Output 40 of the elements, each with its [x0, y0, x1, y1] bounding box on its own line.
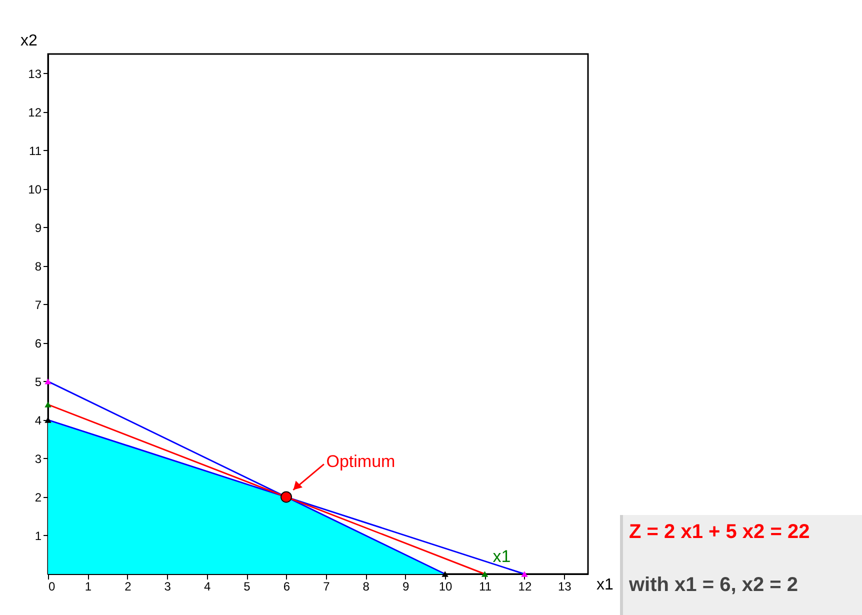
point	[44, 402, 52, 408]
x-tick-label: 5	[244, 580, 251, 594]
x-axis-title: x1	[596, 576, 614, 594]
point	[481, 571, 488, 577]
y-axis-title: x2	[20, 32, 38, 50]
y-tick-label: 8	[34, 259, 42, 274]
x-tick-label: 2	[124, 580, 132, 594]
x-tick-label: 6	[283, 580, 290, 594]
x-tick-label: 12	[518, 580, 532, 594]
text: with x1 = 6, x2 = 2	[629, 574, 799, 597]
x-tick-label: 0	[48, 580, 56, 594]
x-tick-label: 8	[362, 580, 370, 594]
y-tick-label: 1	[34, 528, 42, 543]
x-tick-label: 7	[323, 580, 330, 594]
point	[521, 571, 528, 577]
x-tick-label: 4	[204, 580, 211, 594]
x-tick-label: 9	[402, 580, 410, 594]
annotation: x1	[492, 547, 511, 566]
y-tick-label: 10	[28, 182, 42, 196]
y-tick-label: 6	[34, 336, 42, 350]
y-tick-label: 9	[34, 220, 42, 235]
x-tick-label: 10	[438, 580, 453, 594]
y-tick-label: 2	[34, 490, 42, 504]
point	[44, 417, 52, 423]
y-tick-label: 11	[29, 144, 42, 158]
x-tick-label: 13	[558, 580, 572, 594]
y-tick-label: 13	[28, 66, 42, 81]
x-tick-label: 3	[164, 580, 172, 594]
y-tick-label: 12	[28, 105, 42, 120]
x-tick-label: 1	[84, 580, 92, 594]
annotation: Optimum	[326, 452, 396, 471]
point	[44, 378, 52, 384]
y-tick-label: 4	[34, 413, 42, 428]
text: Z = 2 x1 + 5 x2 = 22	[629, 521, 811, 544]
y-tick-label: 5	[34, 374, 42, 389]
x-tick-label: 11	[479, 580, 492, 594]
point	[280, 491, 292, 503]
y-tick-label: 3	[34, 452, 42, 466]
y-tick-label: 7	[34, 298, 42, 312]
point	[442, 571, 448, 577]
